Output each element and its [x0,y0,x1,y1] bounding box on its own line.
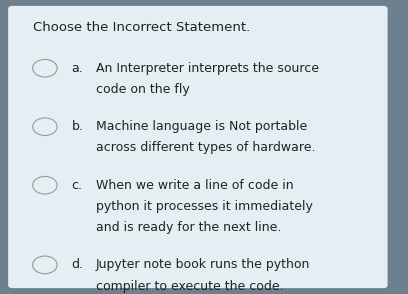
Text: Machine language is Not portable: Machine language is Not portable [96,120,307,133]
Text: Jupyter note book runs the python: Jupyter note book runs the python [96,258,310,271]
Text: across different types of hardware.: across different types of hardware. [96,141,315,154]
Text: python it processes it immediately: python it processes it immediately [96,200,313,213]
Text: and is ready for the next line.: and is ready for the next line. [96,221,281,234]
Text: When we write a line of code in: When we write a line of code in [96,179,293,192]
Text: d.: d. [71,258,83,271]
Circle shape [33,176,57,194]
Text: An Interpreter interprets the source: An Interpreter interprets the source [96,62,319,75]
Text: b.: b. [71,120,83,133]
Text: c.: c. [71,179,82,192]
Circle shape [33,59,57,77]
Circle shape [33,118,57,136]
FancyBboxPatch shape [8,6,388,288]
Text: Choose the Incorrect Statement.: Choose the Incorrect Statement. [33,21,250,34]
Text: a.: a. [71,62,83,75]
Circle shape [33,256,57,274]
Text: compiler to execute the code.: compiler to execute the code. [96,280,284,293]
Text: code on the fly: code on the fly [96,83,190,96]
